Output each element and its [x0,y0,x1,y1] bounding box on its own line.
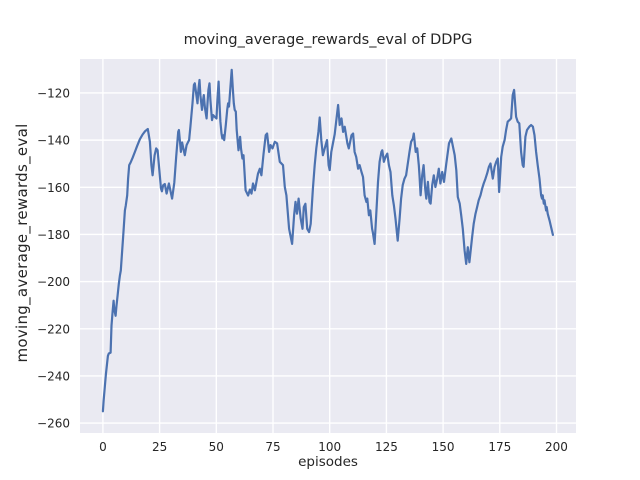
y-tick-label: −120 [37,86,70,100]
y-tick-label: −260 [37,417,70,431]
x-axis-label: episodes [298,454,358,470]
x-tick-label: 0 [99,440,107,454]
chart-title: moving_average_rewards_eval of DDPG [183,32,473,48]
x-tick-label: 175 [488,440,511,454]
x-tick-label: 75 [265,440,280,454]
data-line-moving_average_rewards_eval [101,68,555,413]
x-tick-label: 100 [318,440,341,454]
x-tick-label: 200 [545,440,568,454]
y-tick-label: −160 [37,181,70,195]
plot-area [80,59,576,433]
y-tick-label: −220 [37,322,70,336]
x-tick-label: 25 [152,440,167,454]
x-tick-label: 50 [209,440,224,454]
x-tick-label: 125 [375,440,398,454]
y-tick-label: −140 [37,134,70,148]
y-axis-label: moving_average_rewards_eval [13,123,31,363]
y-tick-label: −200 [37,275,70,289]
y-tick-label: −240 [37,369,70,383]
y-tick-label: −180 [37,228,70,242]
x-tick-label: 150 [432,440,455,454]
